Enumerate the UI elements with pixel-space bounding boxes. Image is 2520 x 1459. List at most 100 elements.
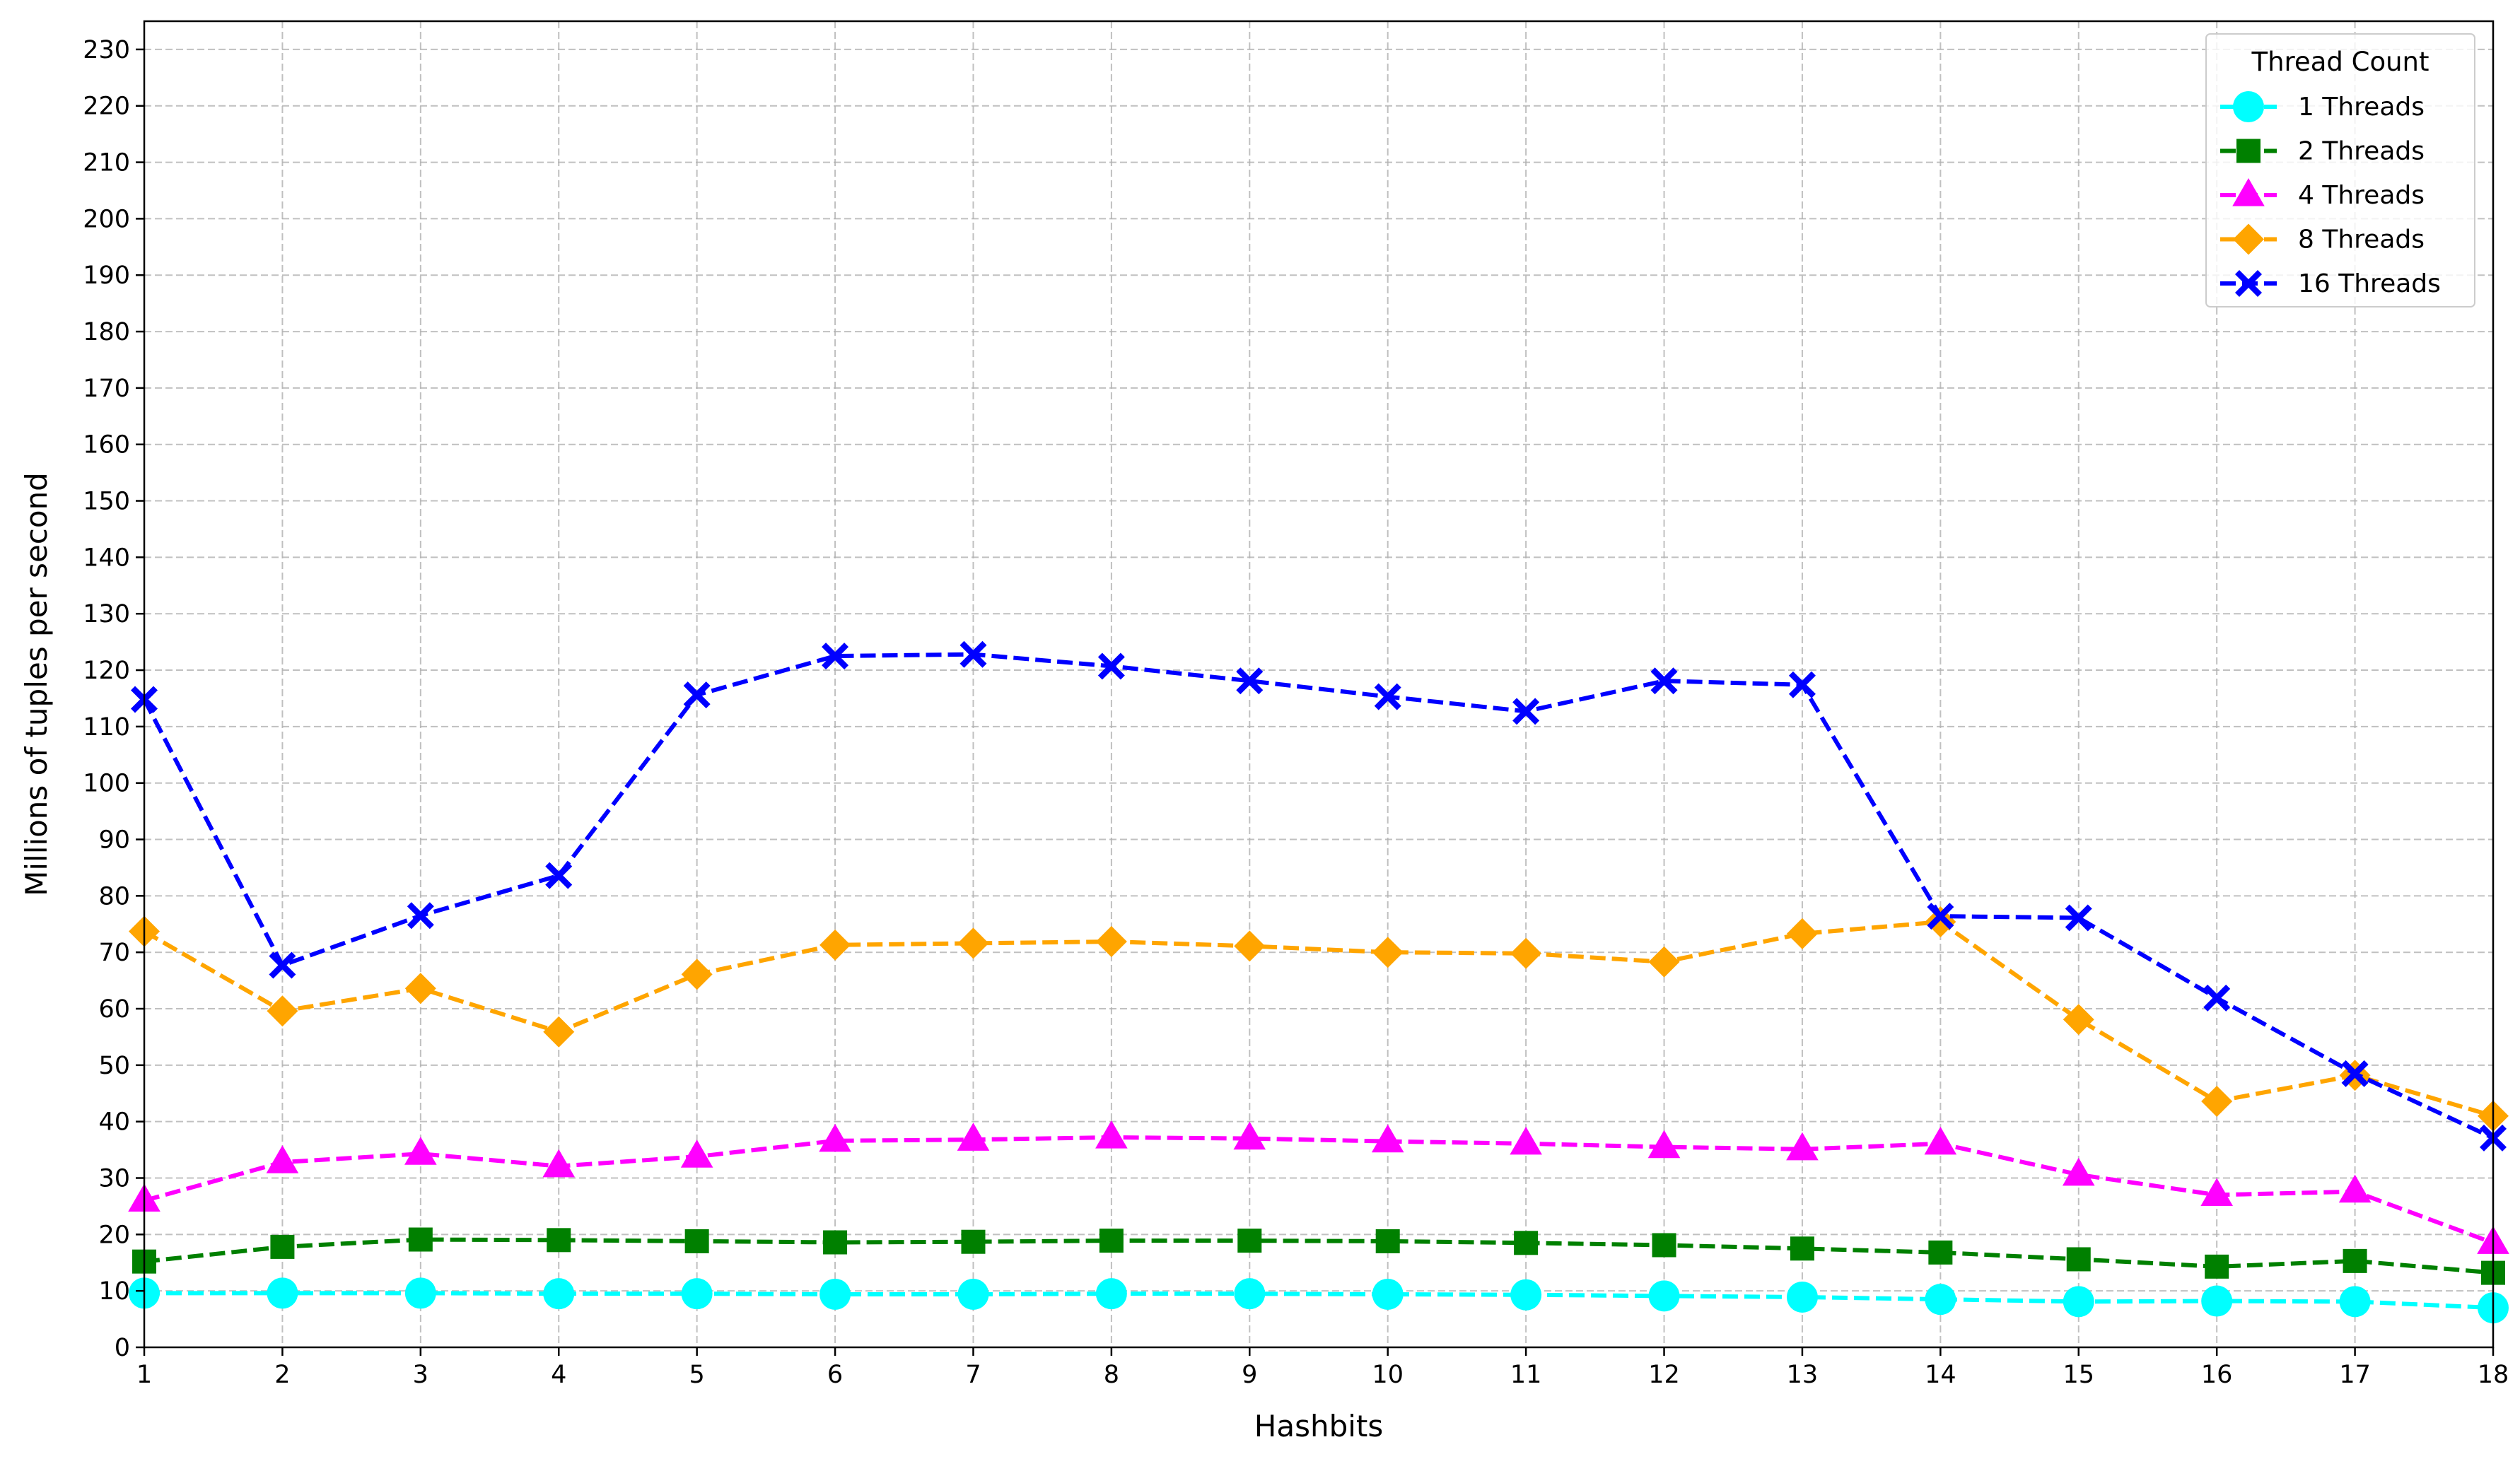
y-tick-label: 40 [98,1108,130,1137]
y-tick-label: 20 [98,1221,130,1249]
data-point [1374,683,1401,710]
data-point [2063,1004,2094,1036]
data-point [1095,1278,1127,1310]
x-tick-label: 8 [1104,1361,1119,1389]
y-axis-ticks: 0 10 20 30 40 50 60 70 80 90 100 110 120 130 140 150 160… [83,36,144,1362]
data-point [269,951,296,979]
y-tick-label: 190 [83,262,130,290]
data-point [1371,1124,1404,1153]
data-point [2338,1174,2372,1203]
series-line [142,652,2495,1140]
data-point [267,1277,298,1309]
x-tick-label: 5 [689,1361,705,1389]
data-point [543,1278,575,1310]
x-tick-label: 6 [827,1361,843,1389]
x-tick-label: 7 [965,1361,981,1389]
data-point [819,929,851,961]
y-tick-label: 160 [83,431,130,459]
legend-label: 8 Threads [2298,225,2425,254]
legend-item: 8 Threads [2220,223,2425,255]
data-point [1234,1278,1266,1310]
data-point [683,681,711,709]
data-point [2343,1248,2367,1273]
data-point [1099,1229,1124,1253]
data-point [959,640,987,668]
series-line [144,1135,2495,1246]
y-tick-label: 110 [83,713,130,742]
data-point [2205,1254,2229,1279]
data-point [404,1277,436,1309]
series-line [143,920,2494,1118]
data-point [957,927,989,959]
data-point [1375,1229,1400,1253]
series-16-threads [131,640,2507,1152]
data-point [1650,667,1678,695]
y-tick-label: 140 [83,544,130,572]
x-tick-label: 15 [2063,1361,2094,1389]
y-tick-label: 200 [83,205,130,233]
data-point [1097,652,1125,680]
x-tick-label: 12 [1648,1361,1680,1389]
data-point [2200,1178,2233,1207]
legend-label: 2 Threads [2298,137,2425,166]
y-tick-label: 150 [83,488,130,516]
x-axis-ticks: 1 2 3 4 5 6 7 8 9 10 11 12 13 14 15 16 17 18 [136,1347,2509,1389]
data-point [1233,1121,1266,1150]
legend-marker [2233,91,2264,122]
x-tick-label: 17 [2339,1361,2371,1389]
legend-items: 1 Threads 2 Threads 4 Threads 8 Threads 16 T… [2220,91,2441,298]
plot-frame [143,20,2495,1349]
data-point [1095,926,1127,958]
data-point [270,1234,295,1259]
data-point [2063,1286,2094,1318]
y-tick-label: 210 [83,149,130,177]
data-point [684,1229,709,1253]
data-point [1927,903,1954,930]
data-point [1095,1120,1128,1149]
data-point [408,1227,433,1252]
y-tick-label: 30 [98,1165,130,1193]
legend-marker [2232,178,2265,206]
data-point [1512,698,1540,725]
data-point [542,1149,576,1178]
x-tick-label: 9 [1242,1361,1257,1389]
data-point [2201,1085,2233,1117]
data-point [1510,1279,1542,1311]
data-point [823,1230,848,1255]
legend-item: 1 Threads [2220,91,2425,122]
legend-marker [2233,223,2264,255]
data-point [819,1123,851,1152]
legend: Thread Count 1 Threads 2 Threads 4 Threads… [2205,33,2475,307]
x-tick-label: 4 [551,1361,566,1389]
legend-item: 4 Threads [2220,178,2425,210]
y-tick-label: 230 [83,36,130,64]
y-tick-label: 220 [83,93,130,121]
data-point [2203,984,2231,1012]
x-tick-label: 10 [1372,1361,1404,1389]
legend-title: Thread Count [2251,47,2429,77]
x-tick-label: 3 [413,1361,428,1389]
x-tick-label: 1 [136,1361,152,1389]
data-point [1925,1284,1956,1316]
data-point [1510,937,1542,969]
series-line [144,1237,2494,1275]
legend-item: 16 Threads [2220,269,2441,298]
x-axis-label: Hashbits [1254,1409,1384,1443]
data-point [819,1278,851,1310]
legend-label: 4 Threads [2298,181,2425,210]
y-tick-label: 120 [83,657,130,685]
data-point [961,1229,986,1254]
x-tick-label: 2 [274,1361,290,1389]
data-point [547,1228,571,1253]
y-tick-label: 60 [98,995,130,1024]
data-point [680,1139,713,1168]
series-1-threads [129,1277,2509,1324]
data-point [2339,1286,2371,1318]
x-tick-label: 18 [2478,1361,2509,1389]
data-point [957,1123,990,1151]
data-point [1786,918,1818,949]
legend-label: 1 Threads [2298,93,2425,122]
data-point [2201,1285,2233,1317]
y-tick-label: 0 [115,1334,130,1362]
